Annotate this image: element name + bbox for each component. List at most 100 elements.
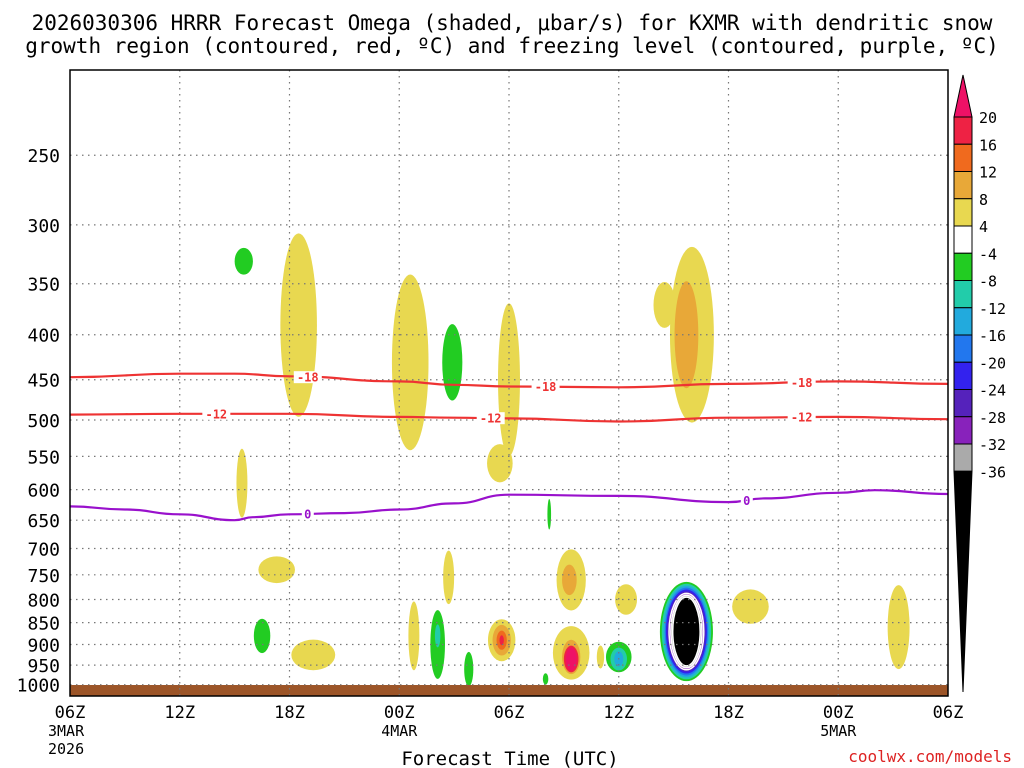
colorbar-label: 16 [979, 136, 997, 154]
x-tick-label: 00Z [384, 703, 415, 723]
colorbar-label: -16 [979, 327, 1006, 345]
omega-cell [671, 596, 701, 667]
colorbar-segment [953, 389, 973, 418]
x-axis-label: Forecast Time (UTC) [401, 748, 618, 768]
colorbar: 20 16 12 8 4 -4 -8 -12 -16 -20 -24 -28 -32 -36 [953, 74, 1006, 693]
isotherm-label-bg [301, 507, 314, 520]
colorbar-segment [953, 143, 973, 172]
colorbar-segment [953, 416, 973, 445]
omega-shading [234, 233, 910, 687]
colorbar-label: 4 [979, 218, 988, 236]
isotherm-label: -12 [205, 407, 227, 421]
omega-cell [236, 448, 248, 518]
isotherm-label: -18 [297, 371, 319, 385]
omega-cell [596, 645, 605, 669]
chart-title-line1: 2026030306 HRRR Forecast Omega (shaded, … [32, 11, 993, 35]
isotherm-label-bg [476, 412, 505, 425]
isotherm-label: -12 [480, 412, 502, 426]
colorbar-segment [953, 116, 973, 145]
colorbar-label: -24 [979, 382, 1006, 400]
y-tick-label: 800 [27, 590, 60, 611]
colorbar-segment [953, 334, 973, 363]
colorbar-label: 12 [979, 164, 997, 182]
y-tick-label: 900 [27, 635, 60, 656]
x-tick-label: 00Z [823, 703, 854, 723]
x-tick-label: 18Z [274, 703, 305, 723]
omega-cell [562, 564, 577, 596]
x-tick-date: 4MAR [381, 722, 418, 740]
isotherm-contours: -18 -18 -18 -12 -12 -12 0 0 [70, 371, 948, 522]
isotherm-label: -18 [791, 376, 813, 390]
x-tick-date: 3MAR [48, 722, 85, 740]
y-tick-label: 300 [27, 216, 60, 237]
isotherm-label-bg [531, 380, 560, 393]
colorbar-segment [953, 307, 973, 336]
colorbar-label: -36 [979, 463, 1006, 481]
omega-cell [258, 556, 295, 584]
chart-title-line2: growth region (contoured, red, ºC) and f… [25, 34, 999, 58]
isotherm-label: -12 [791, 411, 813, 425]
colorbar-label: -8 [979, 273, 997, 291]
omega-cell [542, 673, 549, 685]
omega-cell [565, 647, 577, 671]
ground-surface [70, 685, 948, 696]
y-tick-label: 500 [27, 411, 60, 432]
colorbar-segment [953, 280, 973, 309]
colorbar-top-arrow [953, 74, 973, 118]
omega-cell [732, 589, 769, 624]
isotherm--18C [70, 372, 948, 389]
x-tick-label: 18Z [713, 703, 744, 723]
y-tick-label: 700 [27, 539, 60, 560]
omega-cell [391, 274, 429, 451]
omega-cell [499, 635, 504, 646]
omega-cell [674, 281, 699, 389]
colorbar-label: -4 [979, 245, 997, 263]
isotherm-label-bg [202, 407, 231, 420]
omega-cell [434, 624, 441, 648]
omega-cell [653, 282, 676, 328]
isotherm-0C [70, 489, 948, 522]
isotherm-label-bg [787, 411, 816, 424]
x-tick-label: 12Z [603, 703, 634, 723]
y-tick-label: 650 [27, 511, 60, 532]
y-tick-label: 550 [27, 447, 60, 468]
plot-frame [69, 69, 949, 697]
omega-cell [487, 444, 513, 483]
y-tick-label: 950 [27, 656, 60, 677]
y-tick-label: 850 [27, 614, 60, 635]
omega-cell [615, 584, 638, 615]
colorbar-label: 8 [979, 191, 988, 209]
colorbar-label: -28 [979, 409, 1006, 427]
colorbar-segment [953, 443, 973, 472]
credit-link[interactable]: coolwx.com/models [848, 747, 1012, 766]
omega-cell [547, 498, 552, 530]
omega-cell [408, 601, 420, 671]
colorbar-label: 20 [979, 109, 997, 127]
colorbar-segment [953, 171, 973, 200]
omega-cell [442, 324, 463, 401]
colorbar-label: -20 [979, 354, 1006, 372]
colorbar-segment [953, 361, 973, 390]
colorbar-label: -32 [979, 436, 1006, 454]
omega-cell [253, 618, 271, 654]
x-tick-label: 06Z [933, 703, 964, 723]
y-tick-label: 400 [27, 326, 60, 347]
y-tick-label: 1000 [17, 676, 60, 697]
y-tick-label: 250 [27, 146, 60, 167]
x-tick-label: 12Z [164, 703, 195, 723]
isotherm-label-bg [787, 376, 816, 389]
y-tick-label: 350 [27, 275, 60, 296]
omega-cell [280, 233, 317, 417]
x-tick-label: 06Z [494, 703, 525, 723]
y-axis: 2503003504004505005506006507007508008509… [17, 146, 60, 696]
omega-cell [443, 550, 455, 605]
isotherm-label: -18 [535, 380, 557, 394]
x-tick-label: 06Z [55, 703, 86, 723]
omega-cell [464, 651, 474, 687]
colorbar-segment [953, 252, 973, 281]
colorbar-bottom-arrow [953, 470, 973, 693]
omega-cell [291, 639, 336, 671]
y-tick-label: 450 [27, 371, 60, 392]
